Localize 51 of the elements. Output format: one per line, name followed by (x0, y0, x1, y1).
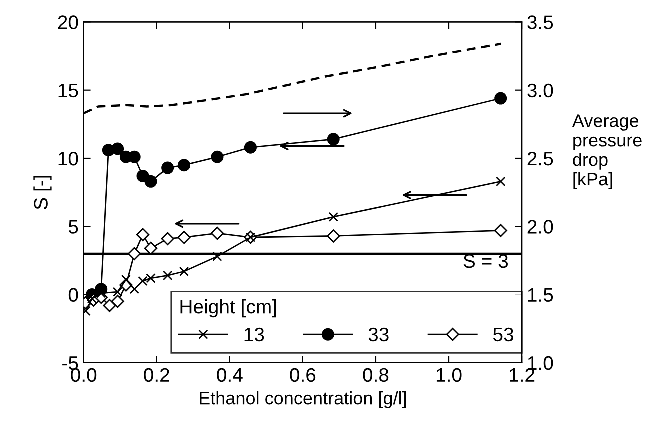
point (144, 175, 158, 188)
y2-tick-label: 1.0 (528, 356, 554, 370)
y-tick-label: 15 (58, 84, 78, 98)
legend-title: Height [cm] (180, 299, 276, 318)
y-tick-label: 10 (58, 152, 78, 166)
legend-label: 53 (493, 328, 514, 342)
x-tick-label: 0.6 (290, 368, 316, 382)
x-tick-label: 1.0 (436, 368, 462, 382)
point (328, 212, 338, 222)
point (496, 176, 506, 187)
legend-label: 13 (244, 328, 264, 342)
point (112, 287, 123, 297)
point (211, 150, 224, 164)
y2-tick-label: 3.0 (528, 84, 554, 98)
ref-line-label: S = 3 (464, 254, 508, 268)
point (327, 230, 340, 243)
point (121, 274, 132, 285)
y-tick-label: 5 (68, 220, 78, 234)
point (178, 230, 191, 244)
y2-tick-label: 3.5 (528, 16, 554, 30)
point (128, 247, 142, 260)
point (103, 299, 116, 312)
x-tick-label: 0.2 (144, 368, 170, 382)
point (244, 141, 257, 154)
y2-tick-label: 2.0 (528, 220, 554, 234)
y2-axis-title: Average pressure drop [kPa] (572, 114, 642, 190)
point (212, 252, 222, 262)
y-tick-label: 20 (58, 16, 78, 30)
x-tick-label: 0.0 (71, 368, 97, 382)
point (111, 295, 124, 308)
point (494, 92, 508, 105)
x-tick-label: 0.8 (363, 368, 389, 382)
x-axis-title: Ethanol concentration [g/l] (200, 391, 406, 408)
point (144, 242, 158, 256)
x-tick-label: 0.4 (217, 368, 243, 382)
point (162, 270, 173, 281)
y-tick-label: 0 (68, 288, 78, 302)
point (210, 226, 224, 240)
point (494, 224, 508, 238)
point (179, 266, 190, 276)
y2-tick-label: 1.5 (528, 288, 554, 302)
point (178, 159, 191, 172)
point (130, 284, 140, 294)
point (162, 162, 174, 174)
point (327, 133, 340, 146)
legend-label: 33 (368, 328, 389, 342)
point (161, 232, 174, 246)
y2-tick-label: 2.5 (528, 152, 554, 166)
point (112, 142, 124, 156)
y-axis-title: S [-] (34, 176, 52, 210)
point (136, 228, 150, 242)
